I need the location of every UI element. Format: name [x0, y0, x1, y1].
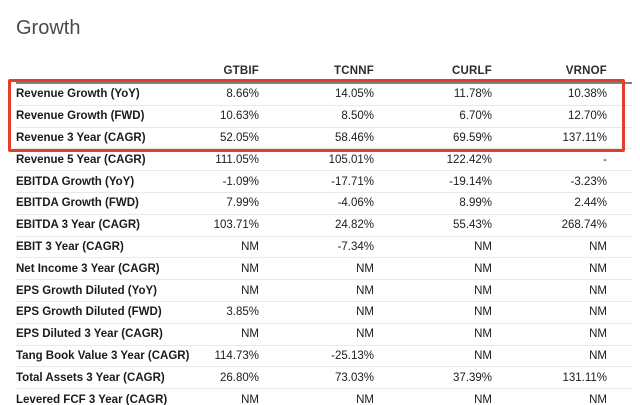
metric-value: NM	[589, 394, 607, 405]
metric-value: NM	[474, 240, 492, 253]
metric-value: -25.13%	[331, 349, 374, 362]
metric-value: -7.34%	[337, 240, 374, 253]
metric-value: NM	[356, 306, 374, 319]
metric-value: -17.71%	[331, 175, 374, 188]
metric-value: 6.70%	[459, 110, 492, 123]
page-title: Growth	[16, 17, 81, 39]
metric-value: 3.85%	[226, 306, 259, 319]
metric-value: NM	[474, 262, 492, 275]
metric-label: Total Assets 3 Year (CAGR)	[16, 371, 165, 384]
table-row: Levered FCF 3 Year (CAGR) NM NM NM NM	[16, 389, 632, 405]
table-row: EPS Diluted 3 Year (CAGR) NM NM NM NM	[16, 324, 632, 346]
column-header-curlf: CURLF	[452, 65, 492, 77]
metric-value: 69.59%	[452, 131, 492, 144]
metric-value: NM	[474, 284, 492, 297]
metric-value: 111.05%	[215, 153, 259, 166]
metric-value: NM	[241, 394, 259, 405]
metric-label: EPS Growth Diluted (YoY)	[16, 284, 157, 297]
metric-value: 268.74%	[561, 219, 607, 232]
metric-value: -3.23%	[570, 175, 607, 188]
metric-value: NM	[589, 306, 607, 319]
metric-value: 137.11%	[562, 131, 607, 144]
metric-value: NM	[589, 240, 607, 253]
metric-value: 114.73%	[214, 349, 259, 362]
table-row: EBITDA Growth (YoY) -1.09% -17.71% -19.14% -…	[16, 171, 632, 193]
metric-value: 7.99%	[226, 197, 259, 210]
table-row: EBITDA Growth (FWD) 7.99% -4.06% 8.99% 2.44%	[16, 193, 632, 215]
metric-value: 2.44%	[574, 197, 607, 210]
metric-value: NM	[241, 284, 259, 297]
metric-value: 58.46%	[334, 131, 374, 144]
metric-value: 122.42%	[446, 153, 492, 166]
metric-value: 73.03%	[334, 371, 374, 384]
table-row: EPS Growth Diluted (FWD) 3.85% NM NM NM	[16, 302, 632, 324]
metric-value: NM	[589, 349, 607, 362]
metric-label: EBITDA 3 Year (CAGR)	[16, 219, 140, 232]
metric-value: -4.06%	[337, 197, 374, 210]
metric-label: EPS Growth Diluted (FWD)	[16, 306, 162, 319]
metric-label: Net Income 3 Year (CAGR)	[16, 262, 160, 275]
metric-value: 8.99%	[459, 197, 492, 210]
table-row: EBITDA 3 Year (CAGR) 103.71% 24.82% 55.43% 2…	[16, 215, 632, 237]
column-header-gtbif: GTBIF	[223, 65, 259, 77]
table-row: Revenue 5 Year (CAGR) 111.05% 105.01% 122.4…	[16, 149, 632, 172]
metric-value: NM	[474, 394, 492, 405]
metric-value: 37.39%	[452, 371, 492, 384]
metric-value: 8.66%	[226, 88, 259, 101]
metric-value: 12.70%	[567, 110, 607, 123]
metric-value: -	[603, 153, 607, 166]
metric-value: NM	[589, 262, 607, 275]
metric-label: Revenue Growth (YoY)	[16, 88, 140, 101]
metric-value: NM	[241, 328, 259, 341]
table-body: Revenue Growth (YoY) 8.66% 14.05% 11.78% 10.…	[16, 84, 632, 405]
metric-value: 131.11%	[562, 371, 607, 384]
metric-label: Revenue 5 Year (CAGR)	[16, 153, 146, 166]
metric-value: 26.80%	[219, 371, 259, 384]
metric-value: NM	[474, 328, 492, 341]
metric-label: EBITDA Growth (FWD)	[16, 197, 139, 210]
metric-value: NM	[356, 394, 374, 405]
table-row: Revenue Growth (YoY) 8.66% 14.05% 11.78% 10.…	[16, 84, 632, 106]
metric-value: NM	[474, 306, 492, 319]
table-header-row: GTBIF TCNNF CURLF VRNOF	[16, 60, 632, 84]
metric-value: NM	[589, 328, 607, 341]
metric-label: EBIT 3 Year (CAGR)	[16, 240, 124, 253]
metric-value: NM	[474, 349, 492, 362]
growth-metrics-page: Growth GTBIF TCNNF CURLF VRNOF Revenue Grow…	[0, 16, 640, 405]
table-row: Revenue 3 Year (CAGR) 52.05% 58.46% 69.59% 1…	[16, 128, 632, 150]
metric-value: 10.63%	[219, 110, 259, 123]
table-row: EBIT 3 Year (CAGR) NM -7.34% NM NM	[16, 237, 632, 259]
metric-label: Revenue Growth (FWD)	[16, 110, 145, 123]
metric-value: 14.05%	[334, 88, 374, 101]
metric-value: -1.09%	[222, 175, 259, 188]
metric-value: NM	[241, 262, 259, 275]
column-header-tcnnf: TCNNF	[334, 65, 374, 77]
metric-value: 105.01%	[328, 153, 374, 166]
metric-value: 11.78%	[453, 88, 492, 101]
metric-value: 10.38%	[567, 88, 607, 101]
growth-table: GTBIF TCNNF CURLF VRNOF Revenue Growth (YoY…	[16, 60, 632, 405]
metric-value: 52.05%	[219, 131, 259, 144]
metric-label: EPS Diluted 3 Year (CAGR)	[16, 328, 163, 341]
metric-value: -19.14%	[449, 175, 492, 188]
table-row: Revenue Growth (FWD) 10.63% 8.50% 6.70% 12.7…	[16, 106, 632, 128]
metric-label: EBITDA Growth (YoY)	[16, 175, 135, 188]
metric-value: NM	[356, 328, 374, 341]
metric-value: NM	[589, 284, 607, 297]
table-row: Total Assets 3 Year (CAGR) 26.80% 73.03% 37…	[16, 367, 632, 390]
metric-value: 8.50%	[341, 110, 374, 123]
metric-value: NM	[356, 284, 374, 297]
column-header-vrnof: VRNOF	[565, 65, 607, 77]
metric-value: 103.71%	[213, 219, 259, 232]
table-row: EPS Growth Diluted (YoY) NM NM NM NM	[16, 280, 632, 302]
metric-label: Tang Book Value 3 Year (CAGR)	[16, 349, 190, 362]
metric-value: 24.82%	[334, 219, 374, 232]
table-row: Tang Book Value 3 Year (CAGR) 114.73% -25.…	[16, 346, 632, 368]
metric-label: Levered FCF 3 Year (CAGR)	[16, 394, 168, 405]
metric-value: 55.43%	[452, 219, 492, 232]
metric-value: NM	[356, 262, 374, 275]
table-row: Net Income 3 Year (CAGR) NM NM NM NM	[16, 258, 632, 281]
metric-value: NM	[241, 240, 259, 253]
metric-label: Revenue 3 Year (CAGR)	[16, 131, 146, 144]
